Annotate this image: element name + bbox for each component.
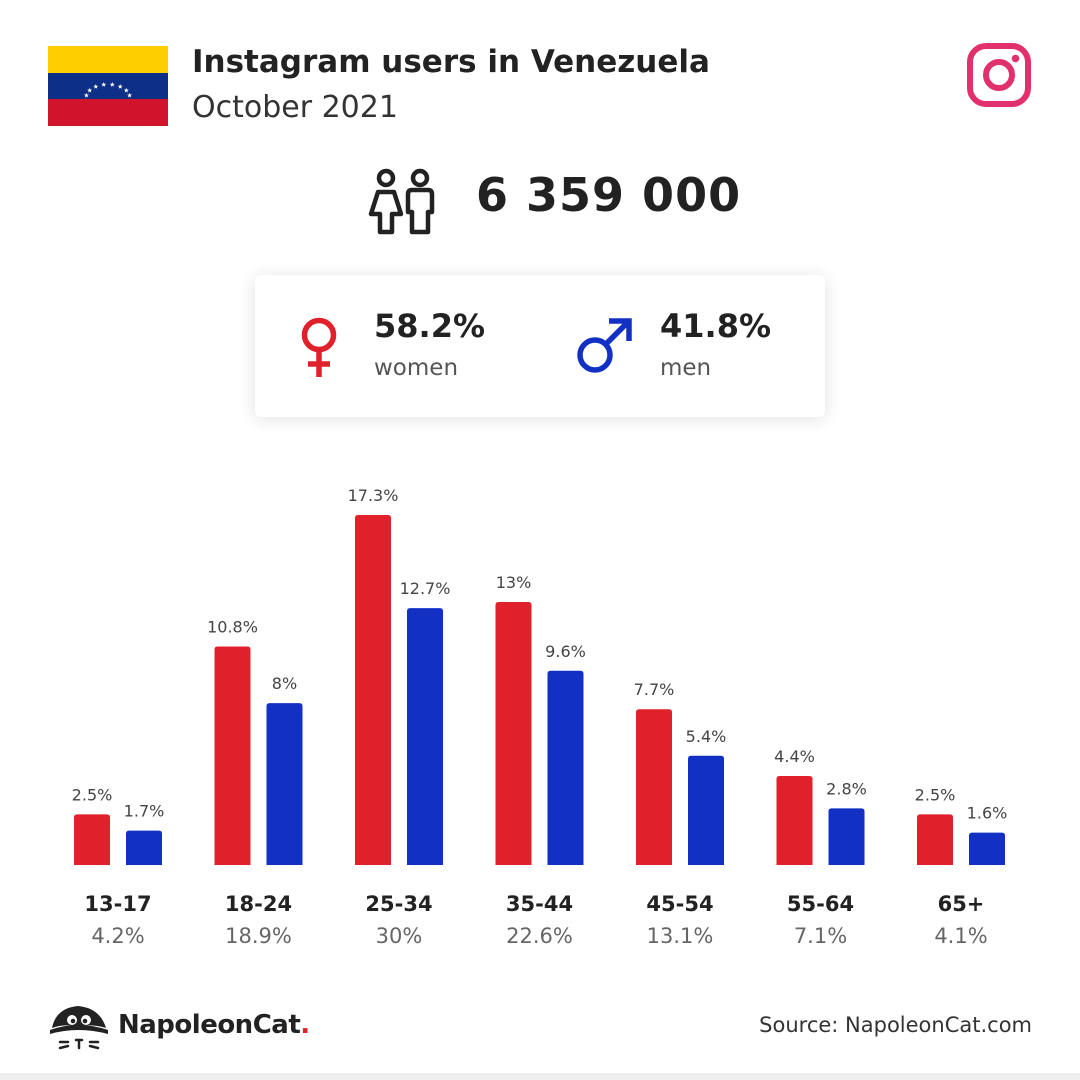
bar-value-label: 10.8%	[207, 618, 258, 637]
female-symbol-icon	[301, 317, 337, 377]
gender-card: 58.2% women 41.8% men	[255, 275, 825, 417]
category-total-label: 13.1%	[647, 924, 714, 948]
category-label: 35-44	[506, 892, 573, 916]
people-icon	[368, 168, 435, 235]
total-users: 6 359 000	[476, 168, 742, 222]
bar-value-label: 7.7%	[634, 680, 675, 699]
bar-men	[266, 703, 303, 865]
flag-star	[93, 84, 99, 89]
bottom-divider	[0, 1073, 1080, 1080]
bar-women	[214, 646, 251, 865]
flag-star	[87, 87, 93, 93]
page-subtitle: October 2021	[192, 90, 398, 125]
bar-men	[688, 755, 724, 865]
bar-women	[636, 709, 672, 865]
category-total-label: 7.1%	[794, 924, 847, 948]
category-label: 18-24	[225, 892, 292, 916]
category-label: 45-54	[646, 892, 713, 916]
male-symbol-icon	[577, 318, 632, 373]
venezuela-flag-icon	[48, 46, 168, 126]
women-label: women	[374, 355, 459, 381]
category-label: 25-34	[365, 892, 432, 916]
category-total-label: 4.1%	[934, 924, 987, 948]
napoleoncat-logo-icon	[50, 1006, 108, 1050]
bar-value-label: 9.6%	[545, 642, 586, 661]
women-percentage: 58.2%	[374, 307, 486, 345]
bar-women	[495, 601, 532, 865]
bar-value-label: 2.5%	[72, 785, 113, 804]
flag-star	[109, 82, 115, 87]
bar-value-label: 2.8%	[826, 779, 867, 798]
bar-women	[355, 515, 391, 865]
category-label: 55-64	[787, 892, 854, 916]
bar-value-label: 2.5%	[915, 785, 956, 804]
flag-stars	[83, 82, 133, 98]
page-title: Instagram users in Venezuela	[192, 44, 710, 80]
flag-star	[123, 87, 129, 93]
flag-star	[101, 82, 107, 87]
men-percentage: 41.8%	[660, 307, 772, 345]
category-total-label: 18.9%	[225, 924, 292, 948]
bar-value-label: 5.4%	[686, 727, 727, 746]
bar-value-label: 4.4%	[774, 747, 815, 766]
flag-star	[83, 92, 89, 98]
bar-women	[776, 775, 813, 865]
men-label: men	[660, 355, 712, 381]
brand-name: NapoleonCat.	[118, 1010, 310, 1040]
category-total-label: 30%	[376, 924, 423, 948]
flag-star	[117, 84, 123, 89]
category-label: 13-17	[84, 892, 151, 916]
bar-men	[407, 608, 443, 865]
bar-men	[547, 670, 584, 865]
flag-star	[127, 92, 133, 98]
category-total-label: 4.2%	[91, 924, 144, 948]
category-total-label: 22.6%	[506, 924, 573, 948]
bar-men	[828, 808, 865, 865]
bar-value-label: 1.6%	[967, 804, 1008, 823]
category-label: 65+	[938, 892, 985, 916]
instagram-icon	[967, 43, 1031, 107]
bar-value-label: 1.7%	[124, 802, 165, 821]
bar-women	[74, 814, 110, 865]
bar-value-label: 8%	[272, 674, 297, 693]
bar-value-label: 12.7%	[400, 579, 451, 598]
bar-men	[126, 830, 162, 865]
bar-value-label: 13%	[496, 573, 532, 592]
source-text: Source: NapoleonCat.com	[759, 1013, 1032, 1037]
age-gender-bar-chart: 2.5% 1.7% 13-17 4.2% 10.8% 8% 18-24 18.9% 17.3% 1…	[72, 486, 1008, 948]
bar-men	[969, 832, 1005, 865]
bar-women	[917, 814, 953, 865]
bar-value-label: 17.3%	[348, 486, 399, 505]
